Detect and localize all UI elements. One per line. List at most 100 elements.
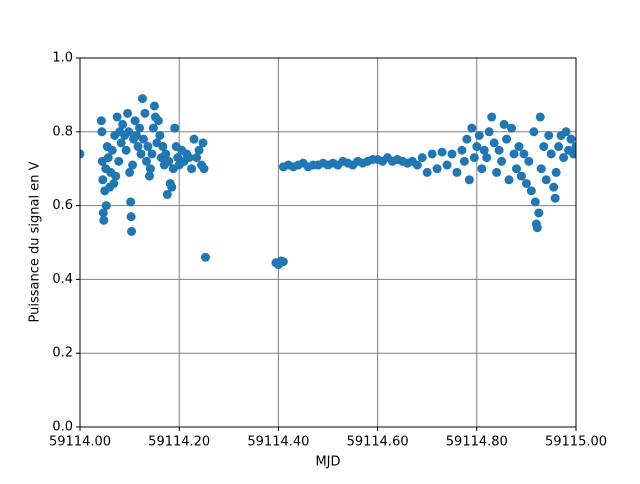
point	[497, 156, 507, 166]
point	[162, 190, 172, 200]
point	[200, 252, 210, 262]
point	[184, 153, 194, 163]
point	[492, 167, 502, 177]
point	[569, 149, 576, 159]
point	[187, 164, 197, 174]
point	[189, 134, 199, 144]
point	[489, 138, 499, 148]
point	[536, 164, 546, 174]
point	[161, 149, 171, 159]
point	[101, 201, 111, 211]
point	[484, 127, 494, 137]
point	[121, 145, 131, 155]
point	[519, 149, 529, 159]
point	[96, 116, 106, 126]
point	[123, 108, 133, 118]
point	[126, 212, 136, 222]
point	[457, 145, 467, 155]
point	[499, 119, 509, 129]
point	[192, 153, 202, 163]
point	[136, 149, 146, 159]
point	[464, 175, 474, 185]
y-axis-label: Puissance du signal en V	[28, 161, 43, 322]
point	[551, 167, 561, 177]
point	[170, 123, 180, 133]
point	[566, 134, 576, 144]
point	[155, 130, 165, 140]
point	[194, 145, 204, 155]
point	[141, 156, 151, 166]
point	[487, 112, 497, 122]
point	[80, 149, 85, 159]
point	[544, 130, 554, 140]
point	[127, 226, 137, 236]
point	[532, 223, 542, 233]
x-axis-label: MJD	[315, 455, 340, 470]
point	[135, 123, 145, 133]
point	[541, 175, 551, 185]
point	[124, 127, 134, 137]
point	[130, 116, 140, 126]
point	[559, 153, 569, 163]
x-tick-label: 59114.00	[49, 435, 111, 450]
point	[126, 197, 136, 207]
point	[128, 160, 138, 170]
point	[114, 156, 124, 166]
point	[432, 164, 442, 174]
point	[511, 164, 521, 174]
point	[477, 164, 487, 174]
point	[467, 123, 477, 133]
y-tick-label: 0.8	[52, 124, 73, 139]
point	[158, 142, 168, 152]
point	[459, 156, 469, 166]
point	[504, 175, 514, 185]
y-tick-label: 0.6	[52, 198, 73, 213]
point	[561, 127, 571, 137]
point	[550, 193, 560, 203]
point	[97, 127, 107, 137]
x-tick-label: 59115.00	[545, 435, 607, 450]
point	[138, 134, 148, 144]
x-tick-label: 59114.40	[247, 435, 309, 450]
point	[99, 215, 109, 225]
point	[149, 101, 159, 111]
point	[474, 130, 484, 140]
point	[107, 145, 117, 155]
point	[143, 142, 153, 152]
point	[144, 171, 154, 181]
point	[524, 156, 534, 166]
point	[447, 149, 457, 159]
point	[437, 147, 447, 157]
point	[422, 167, 432, 177]
point	[462, 134, 472, 144]
point	[412, 160, 422, 170]
point	[147, 149, 157, 159]
point	[427, 149, 437, 159]
point	[199, 164, 209, 174]
y-tick-label: 0.2	[52, 346, 73, 361]
point	[554, 142, 564, 152]
point	[109, 178, 119, 188]
point	[514, 142, 524, 152]
point	[472, 142, 482, 152]
point	[571, 142, 576, 152]
point	[534, 208, 544, 218]
point	[125, 167, 135, 177]
x-tick-label: 59114.20	[148, 435, 210, 450]
point	[452, 167, 462, 177]
point	[516, 171, 526, 181]
point	[198, 138, 208, 148]
x-tick-label: 59114.60	[347, 435, 409, 450]
point	[116, 138, 126, 148]
point	[546, 149, 556, 159]
point	[132, 130, 142, 140]
x-tick-label: 59114.80	[446, 435, 508, 450]
point	[529, 127, 539, 137]
point	[140, 108, 150, 118]
point	[530, 197, 540, 207]
point	[526, 186, 536, 196]
point	[502, 134, 512, 144]
point	[145, 164, 155, 174]
point	[549, 182, 559, 192]
